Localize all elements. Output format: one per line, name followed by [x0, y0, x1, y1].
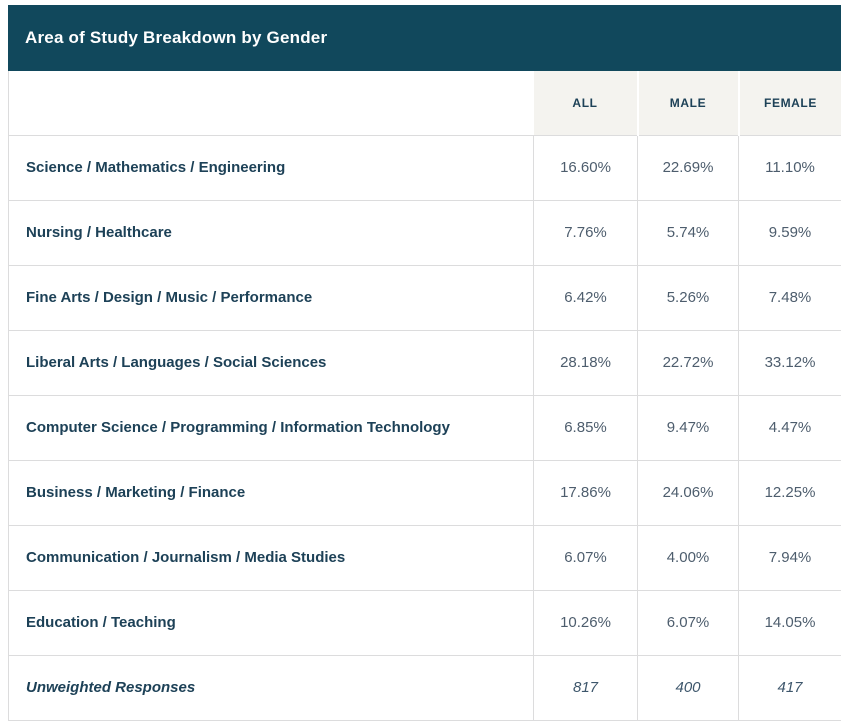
- cell-all: 17.86%: [534, 460, 638, 525]
- cell-female: 417: [739, 655, 841, 720]
- column-header-male: MALE: [638, 71, 739, 135]
- cell-male: 400: [638, 655, 739, 720]
- cell-male: 22.72%: [638, 330, 739, 395]
- row-label: Communication / Journalism / Media Studi…: [9, 525, 534, 590]
- cell-female: 7.48%: [739, 265, 841, 330]
- table-row: Computer Science / Programming / Informa…: [9, 395, 841, 460]
- cell-male: 9.47%: [638, 395, 739, 460]
- cell-female: 11.10%: [739, 135, 841, 200]
- table-row: Fine Arts / Design / Music / Performance…: [9, 265, 841, 330]
- column-header-row: ALL MALE FEMALE: [9, 71, 841, 135]
- cell-male: 6.07%: [638, 590, 739, 655]
- table-title-bar: Area of Study Breakdown by Gender: [8, 5, 841, 71]
- row-label: Computer Science / Programming / Informa…: [9, 395, 534, 460]
- table-row: Business / Marketing / Finance 17.86% 24…: [9, 460, 841, 525]
- study-breakdown-widget: Area of Study Breakdown by Gender ALL MA…: [8, 5, 841, 721]
- cell-all: 28.18%: [534, 330, 638, 395]
- row-label: Science / Mathematics / Engineering: [9, 135, 534, 200]
- table-row: Liberal Arts / Languages / Social Scienc…: [9, 330, 841, 395]
- cell-male: 24.06%: [638, 460, 739, 525]
- cell-male: 5.26%: [638, 265, 739, 330]
- row-label: Unweighted Responses: [9, 655, 534, 720]
- table-row: Education / Teaching 10.26% 6.07% 14.05%: [9, 590, 841, 655]
- cell-all: 10.26%: [534, 590, 638, 655]
- cell-male: 5.74%: [638, 200, 739, 265]
- row-label: Fine Arts / Design / Music / Performance: [9, 265, 534, 330]
- cell-female: 12.25%: [739, 460, 841, 525]
- row-label: Education / Teaching: [9, 590, 534, 655]
- cell-all: 6.42%: [534, 265, 638, 330]
- cell-female: 4.47%: [739, 395, 841, 460]
- cell-all: 6.85%: [534, 395, 638, 460]
- page-title: Area of Study Breakdown by Gender: [25, 28, 327, 48]
- table-row: Nursing / Healthcare 7.76% 5.74% 9.59%: [9, 200, 841, 265]
- cell-male: 4.00%: [638, 525, 739, 590]
- corner-cell: [9, 71, 534, 135]
- cell-all: 6.07%: [534, 525, 638, 590]
- table-row: Science / Mathematics / Engineering 16.6…: [9, 135, 841, 200]
- column-header-all: ALL: [534, 71, 638, 135]
- table-row-unweighted-responses: Unweighted Responses 817 400 417: [9, 655, 841, 720]
- row-label: Business / Marketing / Finance: [9, 460, 534, 525]
- cell-all: 7.76%: [534, 200, 638, 265]
- column-header-female: FEMALE: [739, 71, 841, 135]
- cell-all: 817: [534, 655, 638, 720]
- cell-female: 14.05%: [739, 590, 841, 655]
- cell-female: 9.59%: [739, 200, 841, 265]
- cell-male: 22.69%: [638, 135, 739, 200]
- row-label: Nursing / Healthcare: [9, 200, 534, 265]
- row-label: Liberal Arts / Languages / Social Scienc…: [9, 330, 534, 395]
- breakdown-table: ALL MALE FEMALE Science / Mathematics / …: [8, 71, 841, 721]
- cell-female: 33.12%: [739, 330, 841, 395]
- cell-female: 7.94%: [739, 525, 841, 590]
- cell-all: 16.60%: [534, 135, 638, 200]
- table-row: Communication / Journalism / Media Studi…: [9, 525, 841, 590]
